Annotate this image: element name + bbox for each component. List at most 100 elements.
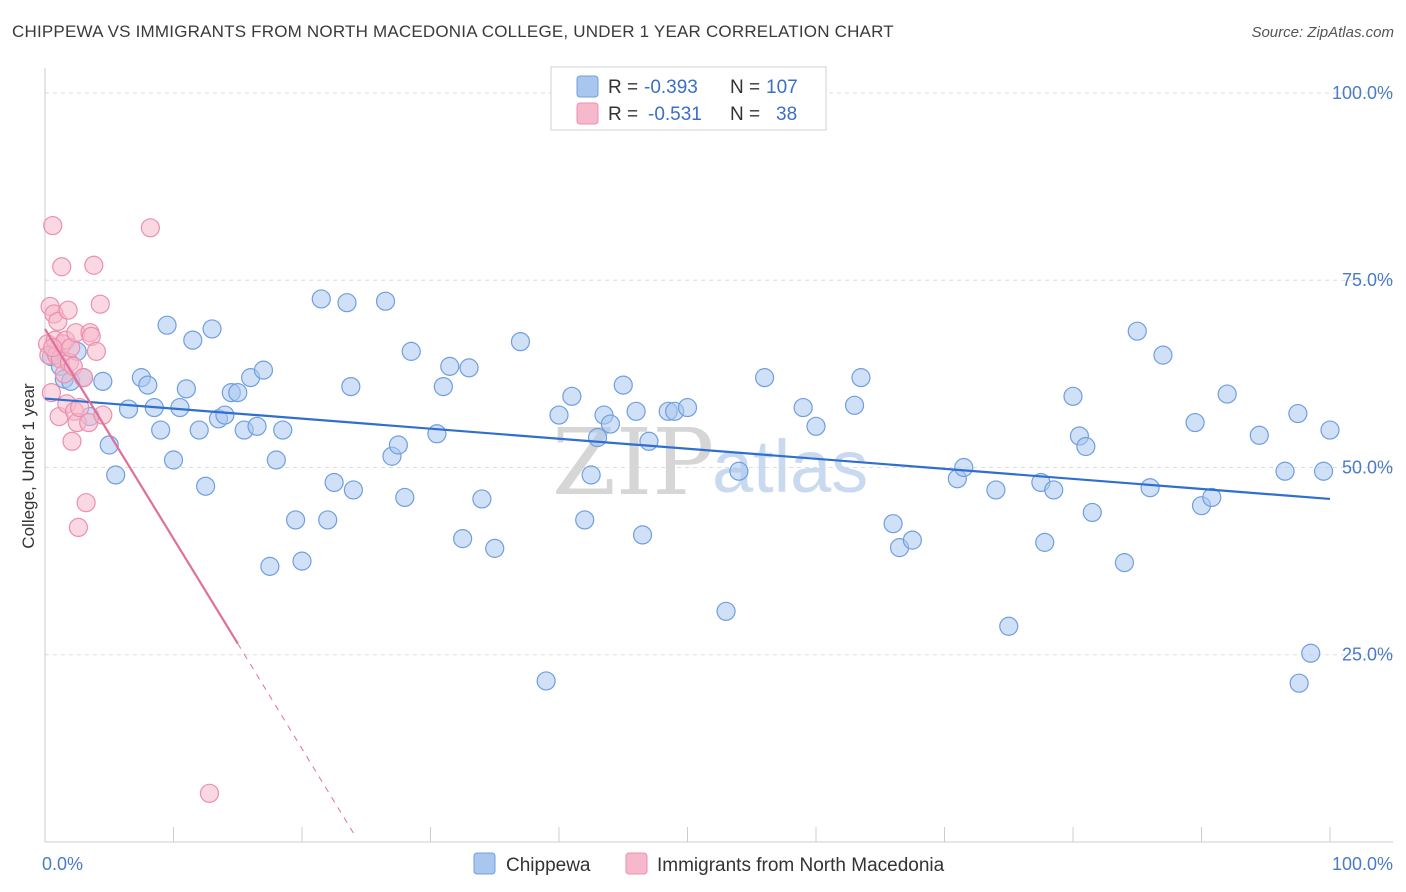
- chippewa-point: [433, 376, 453, 397]
- legend-r-value: -0.531: [648, 104, 702, 125]
- y-tick-label: 75.0%: [1342, 270, 1393, 290]
- chippewa-point: [375, 291, 396, 311]
- y-tick-label: 100.0%: [1332, 83, 1393, 103]
- legend-swatch-chippewa: [473, 852, 496, 875]
- chippewa-point: [163, 450, 184, 470]
- chippewa-point: [459, 358, 479, 378]
- chart-title: CHIPPEWA VS IMMIGRANTS FROM NORTH MACEDO…: [12, 22, 894, 41]
- legend-series-chippewa: Chippewa: [506, 855, 591, 876]
- chippewa-point: [106, 465, 126, 485]
- macedonia-point: [73, 368, 94, 388]
- chippewa-point: [273, 420, 293, 440]
- chippewa-point: [337, 293, 357, 313]
- chippewa-point: [1289, 673, 1309, 693]
- correlation-legend: R = -0.393 N = 107 R = -0.531 N = 38: [550, 66, 827, 131]
- chippewa-point: [562, 386, 582, 406]
- macedonia-point: [90, 294, 110, 314]
- watermark-zip: ZIP: [552, 409, 714, 516]
- macedonia-point: [68, 517, 89, 538]
- legend-swatch-chippewa: [576, 75, 599, 98]
- chippewa-point: [954, 457, 974, 478]
- chippewa-point: [729, 461, 749, 481]
- chippewa-point: [639, 431, 659, 451]
- chippewa-point: [202, 319, 222, 339]
- chippewa-point: [806, 416, 826, 436]
- chippewa-point: [1275, 461, 1295, 481]
- chippewa-point: [401, 341, 421, 361]
- x-tick-label: 0.0%: [42, 854, 83, 874]
- legend-series-macedonia: Immigrants from North Macedonia: [657, 855, 945, 876]
- chippewa-point: [1063, 386, 1083, 406]
- chippewa-point: [266, 450, 286, 470]
- chippewa-point: [318, 510, 338, 530]
- macedonia-point: [62, 431, 82, 451]
- macedonia-point: [43, 338, 63, 358]
- chippewa-point: [1288, 403, 1308, 424]
- chippewa-point: [793, 397, 813, 418]
- macedonia-point: [58, 300, 78, 320]
- chippewa-point: [343, 480, 363, 500]
- chippewa-point: [189, 420, 209, 440]
- chippewa-point: [1249, 425, 1269, 445]
- chippewa-point: [844, 395, 865, 415]
- chippewa-point: [600, 414, 621, 434]
- chippewa-point: [986, 480, 1006, 500]
- chippewa-point: [260, 556, 280, 576]
- chippewa-point: [183, 330, 203, 350]
- chippewa-point: [138, 375, 158, 395]
- chippewa-point: [311, 289, 331, 309]
- chippewa-point: [575, 510, 595, 530]
- chippewa-point: [118, 399, 139, 419]
- chippewa-point: [510, 332, 531, 352]
- macedonia-point: [199, 783, 220, 803]
- chippewa-point: [1202, 487, 1222, 508]
- chippewa-point: [883, 514, 903, 534]
- trend-lines: [44, 328, 1331, 834]
- legend-swatch-macedonia: [576, 102, 599, 125]
- y-tick-label: 50.0%: [1342, 457, 1393, 477]
- chippewa-point: [1082, 502, 1102, 523]
- y-axis-label: College, Under 1 year: [19, 383, 38, 549]
- macedonia-point: [43, 215, 63, 236]
- macedonia-point: [86, 341, 107, 361]
- chippewa-point: [93, 371, 113, 391]
- axes: [44, 68, 1393, 843]
- chippewa-point: [1035, 532, 1055, 552]
- chippewa-point: [176, 379, 196, 399]
- chippewa-point: [196, 476, 216, 496]
- macedonia-point: [76, 493, 96, 513]
- legend-n-label: N =: [730, 104, 760, 125]
- legend-r-label: R =: [608, 104, 638, 125]
- legend-n-value: 38: [776, 104, 797, 125]
- legend-swatch-macedonia: [625, 852, 648, 875]
- chippewa-point: [587, 427, 608, 448]
- chippewa-point: [388, 435, 408, 455]
- chippewa-point: [151, 420, 171, 440]
- chippewa-point: [536, 671, 556, 691]
- watermark: ZIP atlas: [552, 409, 868, 516]
- chippewa-point: [1127, 321, 1147, 341]
- chippewa-point: [1301, 643, 1321, 663]
- chippewa-point: [324, 472, 344, 493]
- y-tick-labels: 100.0% 75.0% 50.0% 25.0%: [1332, 83, 1393, 665]
- macedonia-point: [41, 382, 62, 403]
- chippewa-point: [1140, 478, 1160, 498]
- chippewa-point: [1217, 384, 1237, 404]
- x-tick-labels: 0.0% 100.0%: [42, 854, 1393, 874]
- chippewa-point: [440, 356, 460, 376]
- chippewa-point: [999, 616, 1019, 636]
- chippewa-point: [902, 530, 922, 550]
- y-tick-label: 25.0%: [1342, 645, 1393, 665]
- chippewa-point: [292, 551, 312, 571]
- legend-r-value: -0.393: [644, 77, 698, 98]
- chippewa-point: [341, 376, 361, 397]
- chippewa-point: [247, 416, 267, 436]
- macedonia-point: [52, 257, 72, 277]
- chippewa-point: [851, 368, 871, 388]
- chippewa-point: [1313, 461, 1334, 481]
- chippewa-point: [228, 382, 248, 403]
- chippewa-point: [395, 487, 415, 508]
- chippewa-point: [1114, 553, 1135, 573]
- chippewa-point: [1044, 480, 1064, 500]
